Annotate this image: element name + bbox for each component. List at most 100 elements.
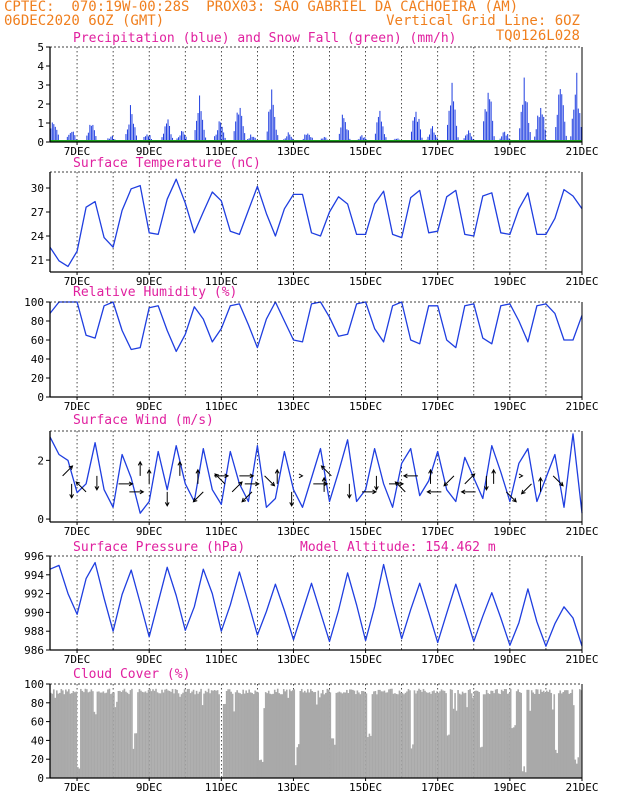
precip-bar xyxy=(182,131,184,142)
cloud-bar xyxy=(550,692,553,778)
cloud-bar xyxy=(276,688,279,778)
cloud-bar xyxy=(78,768,81,778)
precip-bar xyxy=(236,112,238,142)
cloud-bar xyxy=(215,690,217,778)
cloud-bar xyxy=(404,692,407,778)
y-tick-label: 1 xyxy=(37,117,44,130)
panel-title: Precipitation (blue) and Snow Fall (gree… xyxy=(73,31,457,46)
cloud-bar xyxy=(371,694,374,778)
precip-bar xyxy=(241,115,243,142)
cloud-bar xyxy=(206,692,208,778)
cloud-bar xyxy=(105,692,108,778)
cloud-bar xyxy=(370,735,372,778)
precip-bar xyxy=(570,136,572,142)
wind-vector xyxy=(347,483,352,499)
cloud-bar xyxy=(170,691,172,778)
cloud-bar xyxy=(50,692,52,778)
cloud-bar xyxy=(53,689,55,778)
precip-bar xyxy=(218,121,220,142)
x-tick-label: 15DEC xyxy=(349,400,382,413)
cloud-bar xyxy=(395,693,398,778)
precip-bar xyxy=(164,126,166,142)
cloud-bar xyxy=(494,689,497,778)
cloud-bar xyxy=(230,691,232,778)
y-tick-label: 2 xyxy=(37,454,44,467)
cloud-bar xyxy=(224,703,226,778)
wind-vector xyxy=(538,476,543,492)
wind-vector xyxy=(321,476,327,492)
precip-bar xyxy=(235,121,237,142)
panel-humidity: Relative Humidity (%) 0 20 40 60 80 100 7DEC 9DE… xyxy=(24,285,598,413)
wind-vector xyxy=(491,468,496,484)
cloud-bar xyxy=(158,693,160,778)
wind-vector xyxy=(75,481,87,493)
x-tick-label: 21DEC xyxy=(565,145,598,158)
cloud-bar xyxy=(410,748,413,778)
cloud-bar xyxy=(530,690,533,778)
cloud-bar xyxy=(75,691,78,778)
y-tick-label: 0 xyxy=(37,136,44,149)
panel-title: Cloud Cover (%) xyxy=(73,667,190,682)
cloud-bar xyxy=(491,690,494,778)
cloud-bar xyxy=(287,697,290,778)
cloud-bar xyxy=(352,689,354,778)
wind-vector xyxy=(192,491,204,503)
cloud-bar xyxy=(63,694,66,778)
cloud-bar xyxy=(358,692,360,778)
wind-vector xyxy=(244,481,260,487)
cloud-bar xyxy=(461,691,464,778)
x-tick-label: 9DEC xyxy=(136,275,163,288)
cloud-bar xyxy=(421,691,423,778)
panel-precipitation: Precipitation (blue) and Snow Fall (gree… xyxy=(37,31,598,158)
cloud-bar xyxy=(367,737,369,778)
precip-bar xyxy=(269,109,271,142)
y-tick-label: 30 xyxy=(31,182,44,195)
cloud-bar xyxy=(258,760,261,778)
cloud-bar xyxy=(502,691,504,778)
precip-bar xyxy=(149,135,151,142)
cloud-bar xyxy=(325,692,327,778)
precip-bar xyxy=(323,136,325,142)
cloud-bar xyxy=(355,694,357,778)
cloud-bar xyxy=(102,691,105,778)
cloud-bar xyxy=(572,705,575,778)
cloud-bar xyxy=(159,693,162,778)
precip-bar xyxy=(238,114,240,142)
precip-bar xyxy=(469,132,471,142)
precip-bar xyxy=(436,137,438,142)
cloud-bar xyxy=(316,704,318,778)
precip-bar xyxy=(68,134,70,142)
precip-bar xyxy=(535,129,537,142)
precip-bar xyxy=(489,99,491,142)
y-tick-label: 27 xyxy=(31,206,44,219)
cloud-bar xyxy=(113,692,115,778)
cloud-bar xyxy=(239,693,241,778)
precip-bar xyxy=(233,131,235,142)
precip-bar xyxy=(74,135,76,142)
cloud-bar xyxy=(374,691,377,778)
precip-bar xyxy=(277,135,279,142)
cloud-bar xyxy=(236,690,238,778)
cloud-bar xyxy=(117,690,120,778)
cloud-bar xyxy=(385,692,387,778)
precip-bar xyxy=(544,129,546,142)
cloud-bar xyxy=(68,689,70,778)
cloud-bar xyxy=(168,690,171,778)
precip-bar xyxy=(307,133,309,142)
x-tick-label: 7DEC xyxy=(64,400,91,413)
cloud-bar xyxy=(578,689,581,778)
cloud-bar xyxy=(485,689,488,778)
precip-bar xyxy=(184,134,186,142)
wind-vector xyxy=(464,473,476,485)
precip-bar xyxy=(427,136,429,142)
x-tick-label: 13DEC xyxy=(277,525,310,538)
precip-bar xyxy=(132,123,134,142)
cloud-bar xyxy=(161,689,163,778)
precip-bar xyxy=(558,94,560,142)
x-tick-label: 11DEC xyxy=(205,653,238,666)
wind-vector xyxy=(164,491,170,507)
precip-bar xyxy=(540,107,542,142)
cloud-bar xyxy=(509,689,512,778)
precip-bar xyxy=(579,113,581,142)
cloud-bar xyxy=(210,690,213,778)
